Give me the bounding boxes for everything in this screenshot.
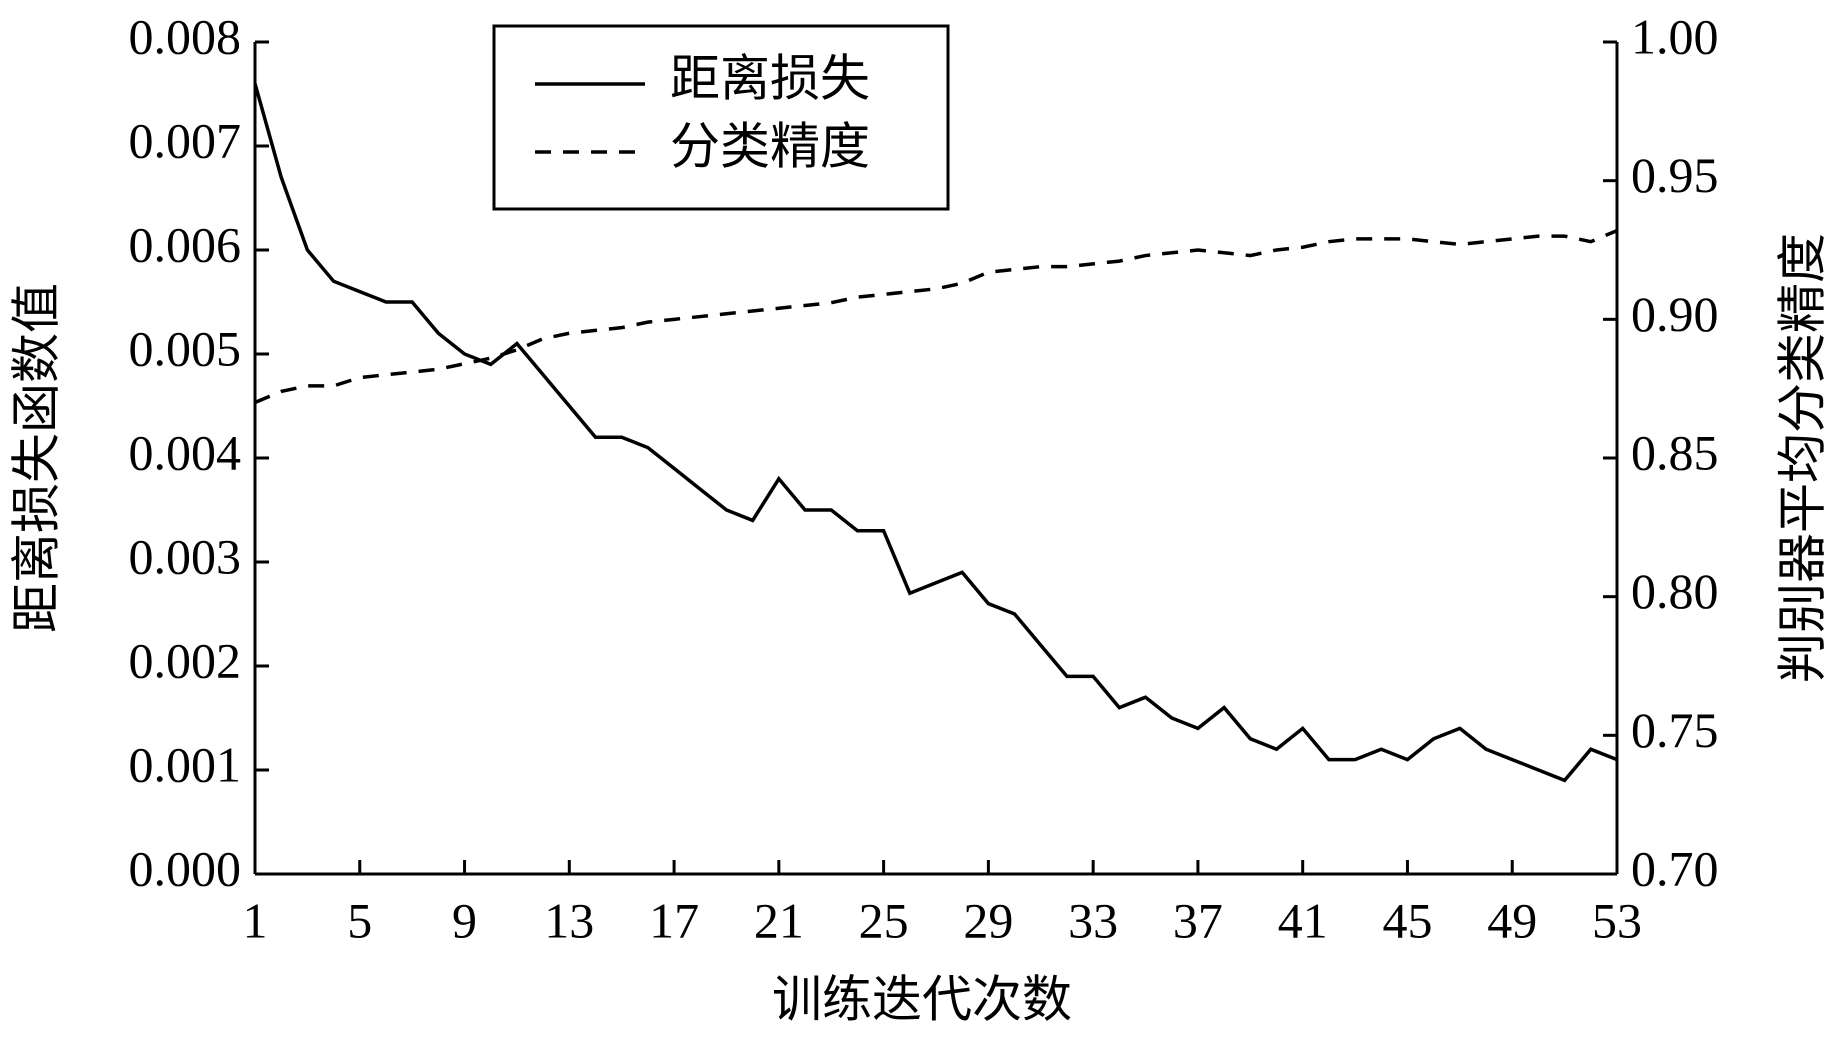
legend	[492, 24, 950, 211]
x-tick-label: 13	[544, 892, 594, 948]
y-tick-label: 0.003	[129, 528, 242, 584]
y2-tick-label: 0.95	[1631, 147, 1719, 203]
y-tick-label: 0.008	[129, 8, 242, 64]
x-tick-label: 49	[1487, 892, 1537, 948]
y-tick-label: 0.004	[129, 424, 242, 480]
y-tick-label: 0.005	[129, 320, 242, 376]
line-series	[254, 228, 1618, 405]
x-tick-label: 21	[754, 892, 804, 948]
x-tick-label: 5	[347, 892, 372, 948]
y2-tick-label: 0.75	[1631, 702, 1719, 758]
y-tick-label: 0.000	[129, 840, 242, 896]
y2-tick-label: 1.00	[1631, 8, 1719, 64]
y-tick-label: 0.007	[129, 112, 242, 168]
x-tick-label: 41	[1278, 892, 1328, 948]
y-tick-label: 0.001	[129, 736, 242, 792]
legend-label: 距离损失	[670, 50, 870, 106]
y2-tick-label: 0.85	[1631, 424, 1719, 480]
x-tick-label: 29	[963, 892, 1013, 948]
x-axis-label: 训练迭代次数	[772, 971, 1072, 1027]
x-tick-label: 1	[243, 892, 268, 948]
x-tick-label: 37	[1173, 892, 1223, 948]
y-tick-label: 0.006	[129, 216, 242, 272]
x-tick-label: 53	[1592, 892, 1642, 948]
x-tick-label: 9	[452, 892, 477, 948]
y-axis-label: 距离损失函数值	[8, 283, 64, 633]
y2-tick-label: 0.90	[1631, 286, 1719, 342]
x-tick-label: 25	[859, 892, 909, 948]
y2-tick-label: 0.80	[1631, 563, 1719, 619]
y2-tick-label: 0.70	[1631, 840, 1719, 896]
y2-axis-label: 判别器平均分类精度	[1774, 233, 1830, 683]
y-tick-label: 0.002	[129, 632, 242, 688]
legend-label: 分类精度	[670, 118, 870, 174]
x-tick-label: 33	[1068, 892, 1118, 948]
x-tick-label: 17	[649, 892, 699, 948]
x-tick-label: 45	[1382, 892, 1432, 948]
